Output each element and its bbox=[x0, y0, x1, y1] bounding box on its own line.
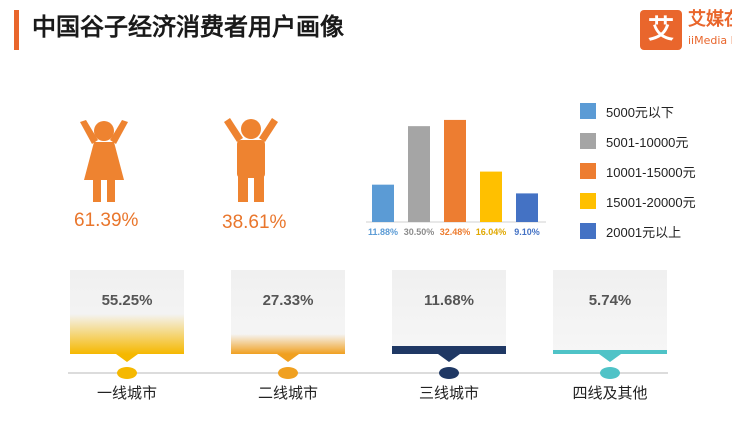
income-bar-chart: 11.88% 30.50% 32.48% 16.04% 9.10% bbox=[366, 119, 546, 237]
legend-label: 15001-20000元 bbox=[606, 194, 696, 210]
city-card-tier3: 11.68% bbox=[392, 270, 506, 362]
income-bar bbox=[408, 126, 430, 222]
male-percent: 38.61% bbox=[222, 212, 287, 233]
male-person-icon bbox=[222, 116, 280, 204]
bar-value-label: 16.04% bbox=[476, 227, 507, 237]
card-pointer bbox=[116, 354, 138, 362]
timeline-dot bbox=[439, 367, 459, 379]
page-title: 中国谷子经济消费者用户画像 bbox=[32, 13, 344, 41]
legend-label: 20001元以上 bbox=[606, 224, 682, 240]
income-bar bbox=[516, 193, 538, 222]
city-share-value: 5.74% bbox=[588, 292, 632, 309]
card-pointer bbox=[599, 354, 621, 362]
iimedia-logo: 艾 艾媒在 iiMedia Re bbox=[640, 8, 732, 54]
bar-value-label: 11.88% bbox=[368, 227, 398, 237]
city-share-fill bbox=[392, 345, 506, 354]
legend-item: 20001元以上 bbox=[580, 216, 730, 246]
city-share-fill bbox=[553, 349, 667, 354]
title-accent-bar bbox=[14, 10, 19, 50]
legend-label: 5000元以下 bbox=[606, 104, 674, 120]
city-card-tier4: 5.74% bbox=[553, 270, 667, 362]
city-card-tier1: 55.25% bbox=[70, 270, 184, 362]
city-label: 二线城市 bbox=[257, 384, 318, 402]
legend-item: 5001-10000元 bbox=[580, 126, 730, 156]
card-pointer bbox=[438, 354, 460, 362]
legend-item: 10001-15000元 bbox=[580, 156, 730, 186]
female-person-icon bbox=[78, 118, 130, 204]
city-share-fill bbox=[70, 314, 184, 354]
city-label: 三线城市 bbox=[418, 384, 479, 402]
legend-swatch bbox=[580, 103, 596, 119]
legend-label: 10001-15000元 bbox=[606, 164, 696, 180]
income-bar bbox=[372, 184, 394, 222]
bar-value-label: 9.10% bbox=[514, 227, 540, 237]
bar-value-label: 32.48% bbox=[440, 227, 471, 237]
city-share-value: 11.68% bbox=[423, 292, 475, 309]
timeline-dot bbox=[117, 367, 137, 379]
income-legend: 5000元以下 5001-10000元 10001-15000元 15001-2… bbox=[580, 96, 730, 246]
timeline-dot bbox=[278, 367, 298, 379]
legend-item: 5000元以下 bbox=[580, 96, 730, 126]
city-share-fill bbox=[231, 334, 345, 354]
city-label: 一线城市 bbox=[96, 384, 157, 402]
legend-label: 5001-10000元 bbox=[606, 134, 689, 150]
logo-name: 艾媒在 bbox=[688, 9, 732, 30]
bar-value-label: 30.50% bbox=[404, 227, 435, 237]
income-bar bbox=[444, 119, 466, 222]
legend-swatch bbox=[580, 133, 596, 149]
legend-swatch bbox=[580, 223, 596, 239]
city-share-value: 27.33% bbox=[262, 292, 314, 309]
legend-item: 15001-20000元 bbox=[580, 186, 730, 216]
card-pointer bbox=[277, 354, 299, 362]
timeline-line bbox=[68, 372, 668, 374]
legend-swatch bbox=[580, 193, 596, 209]
city-share-value: 55.25% bbox=[101, 292, 153, 309]
income-bar bbox=[480, 171, 502, 222]
timeline-dot bbox=[600, 367, 620, 379]
logo-mark: 艾 bbox=[640, 10, 682, 50]
female-percent: 61.39% bbox=[74, 210, 139, 231]
city-card-tier2: 27.33% bbox=[231, 270, 345, 362]
city-label: 四线及其他 bbox=[572, 384, 648, 402]
legend-swatch bbox=[580, 163, 596, 179]
logo-name-en: iiMedia Re bbox=[688, 34, 732, 47]
